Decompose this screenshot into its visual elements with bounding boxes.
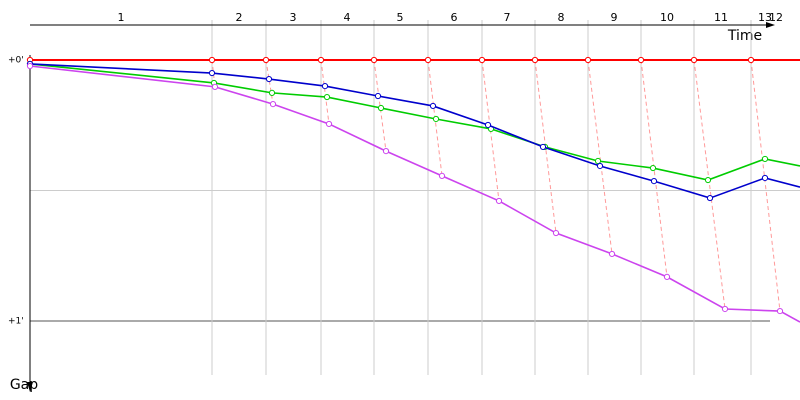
point (208, 69, 216, 77)
point (323, 93, 331, 101)
point (584, 56, 592, 64)
point (539, 143, 547, 151)
y-tick-label: +1' (8, 317, 24, 327)
x-tick-label: 10 (660, 11, 674, 24)
point (704, 176, 712, 184)
series-line (29, 63, 800, 181)
lap-connector (750, 59, 781, 312)
point (478, 56, 486, 64)
point (317, 56, 325, 64)
point (690, 56, 698, 64)
point (26, 62, 34, 70)
point (637, 56, 645, 64)
point (424, 56, 432, 64)
point (265, 75, 273, 83)
lap-connector (587, 59, 613, 254)
x-tick-label: 11 (714, 11, 728, 24)
point (594, 157, 602, 165)
point (438, 172, 446, 179)
point (374, 92, 382, 100)
point (608, 250, 616, 258)
point (663, 273, 671, 280)
point (208, 56, 216, 64)
point (649, 164, 657, 172)
point (596, 162, 604, 170)
point (370, 56, 378, 64)
point (377, 104, 385, 112)
point (484, 121, 492, 129)
x-tick-label: 1 (118, 11, 125, 24)
x-tick-label: 13 (758, 11, 772, 24)
x-tick-label: 3 (290, 11, 297, 24)
point (321, 83, 329, 90)
point (706, 194, 714, 202)
x-tick-label: 2 (236, 11, 243, 24)
point (650, 178, 658, 185)
point (761, 155, 769, 163)
point (211, 83, 219, 90)
point (429, 102, 437, 110)
point (382, 147, 390, 155)
point (495, 197, 503, 205)
x-tick-label: 8 (558, 11, 565, 24)
x-axis-arrow (766, 22, 775, 28)
y-axis-label: Gap (10, 377, 38, 393)
x-tick-label: 5 (397, 11, 404, 24)
point (747, 56, 755, 64)
lap-connector (640, 59, 668, 277)
x-tick-label: 7 (504, 11, 511, 24)
x-axis-label: Time (727, 28, 762, 44)
x-tick-label: 9 (611, 11, 618, 24)
y-axis-arrow (27, 382, 33, 392)
series-line (29, 63, 800, 199)
point (262, 56, 270, 64)
point (269, 101, 277, 108)
point (268, 89, 276, 96)
point (761, 174, 769, 182)
lap-connector (693, 59, 726, 310)
point (432, 115, 440, 123)
series-line (29, 65, 800, 323)
x-tick-label: 4 (344, 11, 351, 24)
y-tick-label: +0' (8, 56, 24, 66)
point (325, 120, 333, 128)
point (721, 305, 729, 313)
x-tick-label: 6 (451, 11, 458, 24)
point (531, 56, 539, 64)
x-tick-label: 12 (769, 11, 783, 24)
lap-connector (320, 59, 330, 125)
point (552, 229, 560, 237)
point (776, 307, 784, 315)
